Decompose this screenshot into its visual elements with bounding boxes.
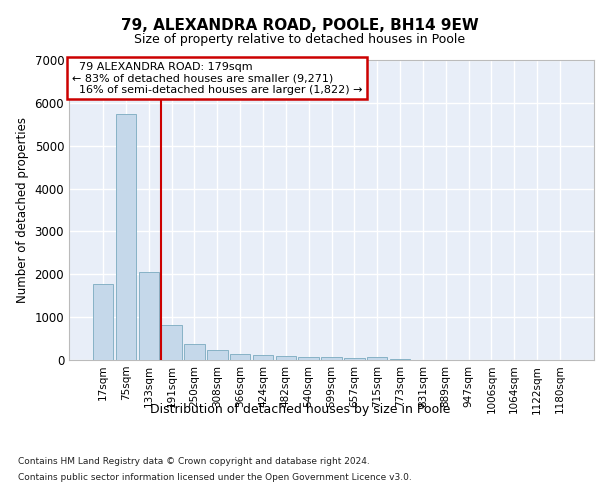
Bar	[116, 114, 136, 360]
Bar	[93, 284, 113, 360]
Bar	[344, 358, 365, 360]
Bar	[207, 350, 227, 360]
Text: Distribution of detached houses by size in Poole: Distribution of detached houses by size …	[150, 402, 450, 415]
Bar	[139, 272, 159, 360]
Text: 79, ALEXANDRA ROAD, POOLE, BH14 9EW: 79, ALEXANDRA ROAD, POOLE, BH14 9EW	[121, 18, 479, 32]
Bar	[298, 356, 319, 360]
Text: Size of property relative to detached houses in Poole: Size of property relative to detached ho…	[134, 32, 466, 46]
Bar	[184, 344, 205, 360]
Y-axis label: Number of detached properties: Number of detached properties	[16, 117, 29, 303]
Text: Contains public sector information licensed under the Open Government Licence v3: Contains public sector information licen…	[18, 472, 412, 482]
Text: 79 ALEXANDRA ROAD: 179sqm
← 83% of detached houses are smaller (9,271)
  16% of : 79 ALEXANDRA ROAD: 179sqm ← 83% of detac…	[71, 62, 362, 94]
Bar	[367, 358, 388, 360]
Text: Contains HM Land Registry data © Crown copyright and database right 2024.: Contains HM Land Registry data © Crown c…	[18, 458, 370, 466]
Bar	[230, 354, 250, 360]
Bar	[161, 325, 182, 360]
Bar	[321, 357, 342, 360]
Bar	[275, 356, 296, 360]
Bar	[253, 356, 273, 360]
